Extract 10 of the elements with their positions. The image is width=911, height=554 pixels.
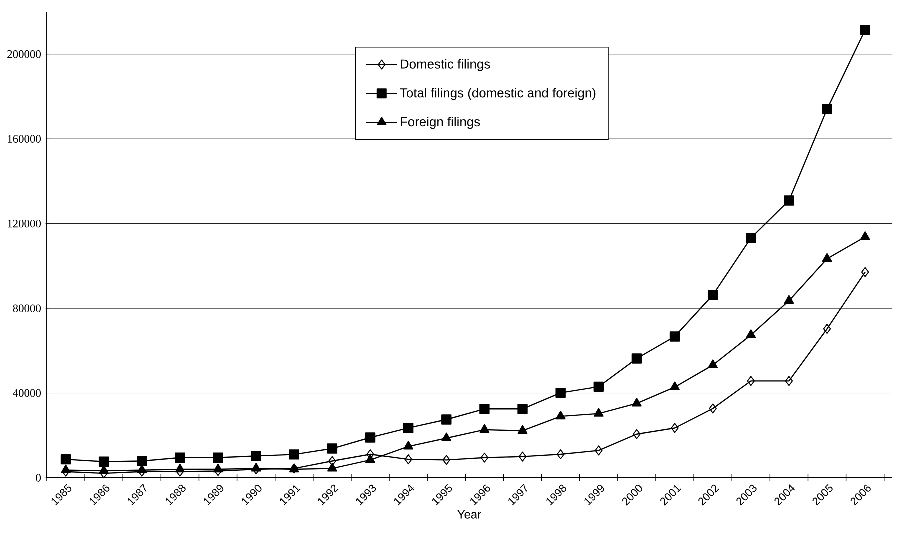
x-axis-title: Year: [458, 510, 482, 519]
y-tick-label: 0: [36, 474, 42, 482]
legend-label: Total filings (domestic and foreign): [400, 88, 596, 100]
y-tick-label: 120000: [8, 220, 42, 228]
legend-label: Domestic filings: [401, 59, 490, 72]
y-tick-label: 200000: [8, 50, 42, 58]
y-tick-label: 160000: [8, 135, 42, 143]
y-tick-label: 80000: [13, 304, 42, 312]
y-tick-label: 40000: [13, 389, 42, 398]
legend-label: Foreign filings: [401, 117, 480, 130]
